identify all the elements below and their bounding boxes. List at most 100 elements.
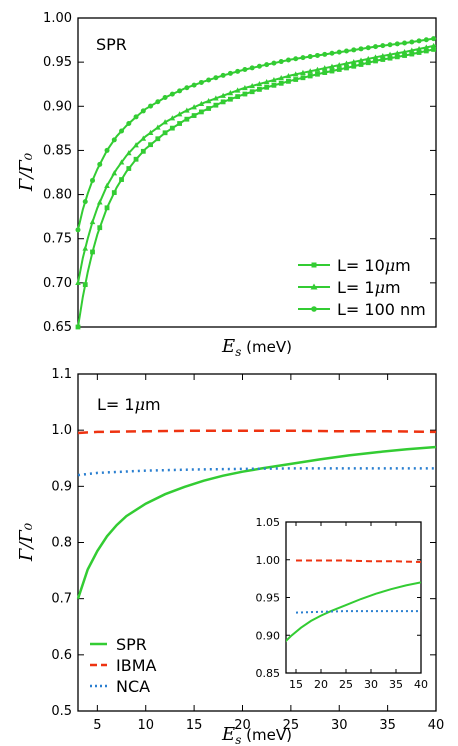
- data-point: [111, 190, 117, 195]
- data-point: [314, 52, 320, 58]
- data-point: [191, 104, 197, 110]
- data-point: [198, 79, 204, 85]
- data-point: [365, 45, 371, 51]
- data-point: [379, 52, 386, 59]
- y-tick-label: 0.85: [43, 143, 72, 158]
- data-point: [329, 50, 335, 56]
- data-point: [176, 111, 183, 117]
- data-point: [119, 177, 124, 182]
- data-point: [256, 63, 262, 69]
- data-point: [125, 150, 132, 156]
- data-point: [133, 142, 139, 148]
- data-point: [119, 128, 125, 134]
- data-point: [184, 85, 190, 91]
- data-point: [133, 114, 139, 120]
- data-point: [329, 63, 335, 69]
- data-point: [278, 75, 284, 81]
- data-point: [227, 90, 234, 96]
- data-point: [104, 147, 110, 153]
- y-tick-label: 1.00: [43, 11, 72, 26]
- data-point: [416, 45, 422, 52]
- bottom-ticks: 0.5 0.6 0.7 0.8 0.9 1.0 1.1 5 10 15 20 25 30 35 40: [51, 367, 444, 733]
- bottom-y-axis-label: Γ/Γ₀: [16, 523, 37, 562]
- data-point: [416, 38, 422, 44]
- data-point: [249, 65, 255, 71]
- data-point: [321, 65, 328, 71]
- data-point: [329, 68, 335, 74]
- top-annotation: SPR: [96, 35, 127, 54]
- data-point: [394, 41, 400, 47]
- data-point: [82, 282, 88, 288]
- legend-label-100nm: L= 100 nm: [337, 300, 426, 319]
- legend-label-ibma: IBMA: [116, 656, 157, 675]
- data-point: [257, 87, 262, 92]
- y-tick-label: 0.5: [51, 704, 72, 719]
- legend-label-10um-text: L= 10: [337, 256, 385, 275]
- data-point: [90, 177, 96, 183]
- top-plot-frame: [77, 17, 437, 328]
- data-point: [256, 80, 263, 87]
- data-point: [235, 68, 241, 74]
- data-point: [423, 48, 429, 54]
- data-point: [351, 63, 357, 69]
- data-point: [373, 44, 379, 50]
- data-point: [343, 60, 350, 66]
- x-tick-label: 10: [137, 718, 154, 733]
- y-tick-label: 0.7: [51, 592, 72, 607]
- y-tick-label: 0.9: [51, 479, 72, 494]
- data-point: [336, 49, 342, 55]
- series-line: [77, 47, 437, 328]
- x-tick-label: 15: [186, 718, 203, 733]
- data-point: [242, 84, 248, 91]
- data-point: [148, 103, 154, 109]
- data-point: [307, 73, 313, 79]
- data-point: [431, 47, 436, 52]
- data-point: [75, 279, 81, 286]
- data-point: [234, 87, 241, 93]
- data-point: [177, 88, 183, 94]
- data-point: [82, 245, 89, 251]
- data-point: [300, 69, 306, 76]
- data-point: [300, 75, 306, 81]
- inset-ticks: 0.85 0.90 0.95 1.00 1.05 15 20 25 30 35 40: [256, 516, 429, 691]
- data-point: [402, 53, 407, 58]
- data-point: [205, 97, 212, 104]
- legend-entry-ibma: IBMA: [90, 656, 157, 675]
- legend-label-1um-unit: m: [385, 278, 401, 297]
- bottom-x-axis-label-sub: s: [235, 733, 241, 746]
- data-point: [402, 40, 408, 46]
- data-point: [89, 218, 96, 225]
- data-point: [350, 58, 357, 65]
- legend-marker-square: [311, 262, 317, 268]
- data-point: [162, 130, 168, 136]
- data-point: [351, 47, 357, 53]
- data-point: [155, 124, 161, 130]
- inset-series-group: [286, 559, 421, 643]
- data-point: [315, 71, 320, 77]
- data-point: [423, 44, 430, 50]
- series-square: [75, 47, 437, 330]
- data-point: [198, 100, 205, 107]
- legend-label-1um-mu: μ: [375, 278, 385, 297]
- y-tick-label: 0.90: [256, 629, 281, 642]
- series-line-spr: [76, 445, 437, 600]
- data-point: [344, 65, 349, 71]
- data-point: [97, 225, 103, 231]
- inset-plot-frame: [285, 521, 422, 674]
- y-tick-label: 0.70: [43, 276, 72, 291]
- data-point: [191, 113, 197, 118]
- data-point: [155, 136, 161, 142]
- y-tick-label: 0.85: [256, 667, 281, 680]
- data-point: [278, 59, 284, 65]
- data-point: [220, 99, 226, 105]
- data-point: [387, 42, 393, 48]
- data-point: [372, 54, 379, 60]
- data-point: [118, 159, 125, 165]
- data-point: [133, 156, 139, 162]
- x-tick-label: 40: [428, 718, 445, 733]
- data-point: [387, 51, 393, 57]
- data-point: [300, 55, 306, 61]
- data-point: [111, 170, 118, 176]
- data-point: [358, 62, 364, 67]
- data-point: [286, 78, 291, 84]
